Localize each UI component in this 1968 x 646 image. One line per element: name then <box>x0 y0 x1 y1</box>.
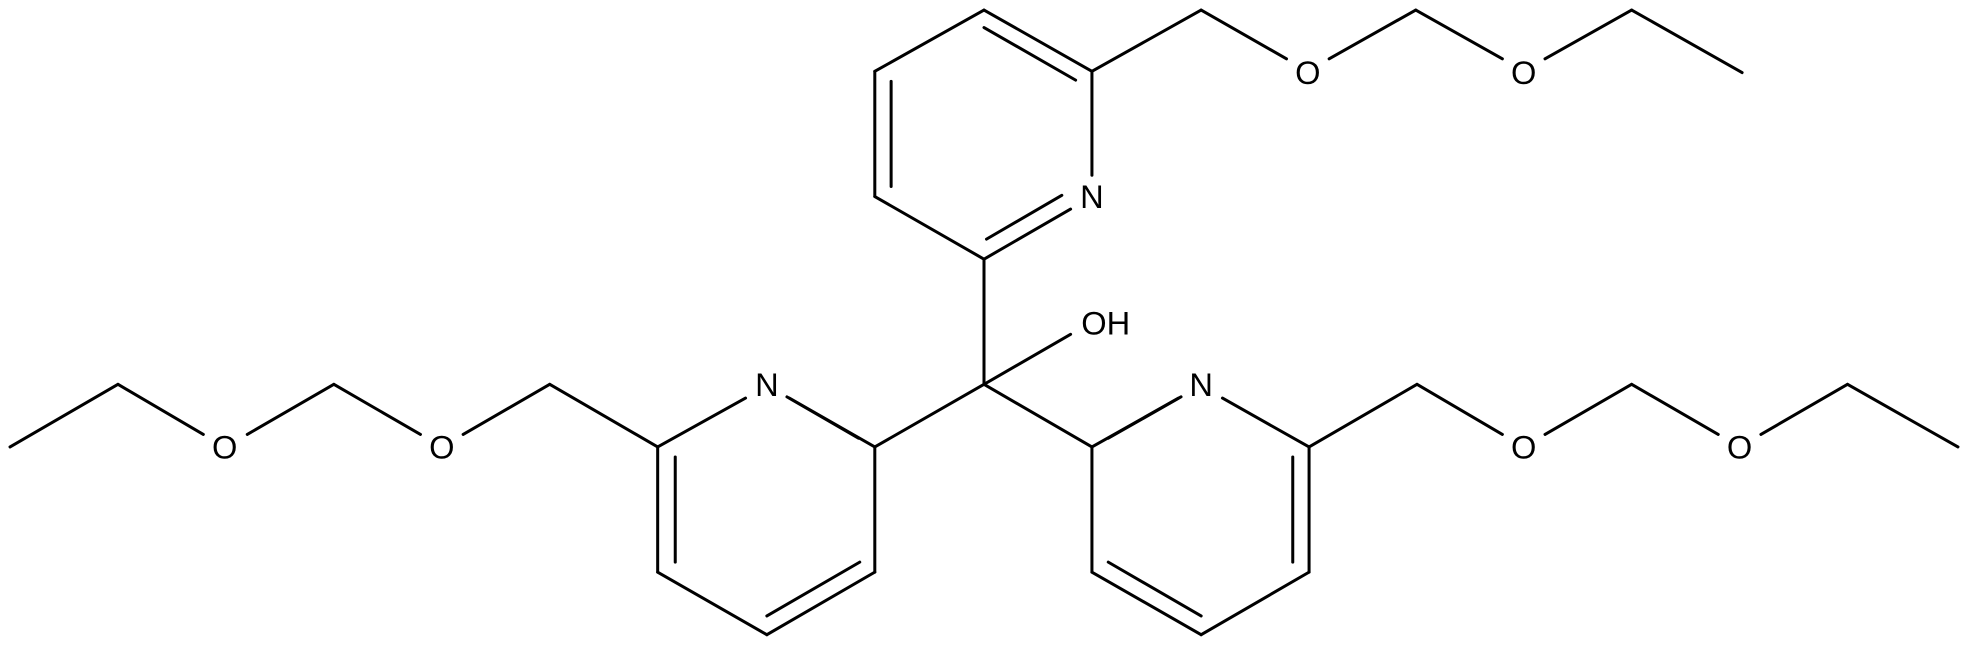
bond <box>873 195 986 261</box>
bond <box>1846 382 1960 449</box>
bond <box>8 382 120 449</box>
bond <box>656 570 769 637</box>
atom-label: N <box>755 366 779 403</box>
bonds <box>8 8 1960 637</box>
bond <box>785 395 860 440</box>
bond <box>873 8 986 73</box>
bond <box>1307 382 1419 449</box>
bond <box>332 382 422 436</box>
atom-label: O <box>212 428 237 465</box>
bond <box>982 8 1094 73</box>
bond <box>656 396 748 449</box>
bond <box>1543 382 1634 436</box>
bond <box>982 382 1094 449</box>
bond <box>765 570 877 637</box>
bond <box>1414 8 1504 61</box>
bond <box>982 207 1073 261</box>
bond <box>1759 382 1850 436</box>
bond <box>1630 382 1720 436</box>
atom-label: N <box>1080 178 1104 215</box>
atom-label: O <box>1295 54 1320 91</box>
bond <box>1199 570 1311 637</box>
bond <box>765 560 862 618</box>
bond <box>461 382 552 436</box>
bond <box>1415 382 1504 436</box>
bond <box>1199 8 1288 61</box>
bond <box>1327 8 1418 61</box>
bond <box>1106 395 1183 440</box>
bond <box>982 26 1078 82</box>
atom-label: O <box>1511 428 1536 465</box>
atom-label: O <box>429 428 454 465</box>
bond <box>1090 570 1203 637</box>
bond <box>245 382 336 436</box>
bond <box>1630 8 1744 75</box>
bond <box>116 382 205 436</box>
bond <box>1090 8 1203 73</box>
bond <box>548 382 660 449</box>
atom-label: O <box>1511 54 1536 91</box>
bond <box>985 193 1064 241</box>
bond <box>982 332 1073 386</box>
atom-label: O <box>1727 428 1752 465</box>
bond <box>873 382 986 449</box>
bond <box>1106 560 1203 618</box>
bond <box>1220 396 1311 449</box>
atom-label: N <box>1189 366 1213 403</box>
bond <box>1543 8 1634 61</box>
atom-label: OH <box>1081 305 1130 342</box>
